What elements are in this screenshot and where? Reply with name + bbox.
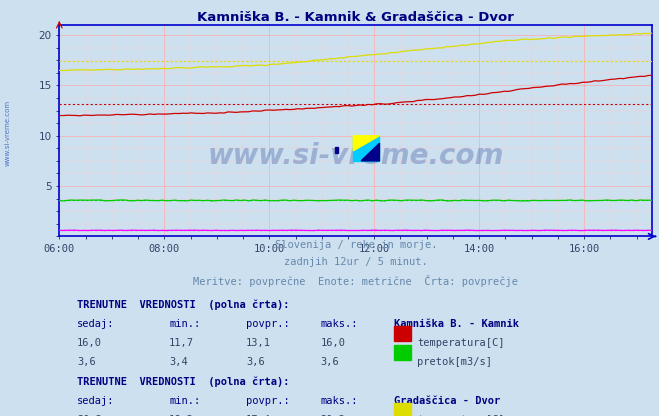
Text: povpr.:: povpr.: — [246, 396, 290, 406]
Text: povpr.:: povpr.: — [246, 319, 290, 329]
Text: 16,0: 16,0 — [77, 338, 102, 348]
Bar — [394, 403, 411, 416]
Text: Slovenija / reke in morje.: Slovenija / reke in morje. — [275, 240, 437, 250]
Text: sedaj:: sedaj: — [77, 319, 115, 329]
Text: 17,4: 17,4 — [246, 415, 271, 416]
Text: 16,2: 16,2 — [169, 415, 194, 416]
Title: Kamniška B. - Kamnik & Gradaščica - Dvor: Kamniška B. - Kamnik & Gradaščica - Dvor — [198, 11, 514, 24]
Polygon shape — [353, 136, 380, 151]
Text: www.si-vreme.com: www.si-vreme.com — [208, 142, 504, 170]
Text: 20,2: 20,2 — [77, 415, 102, 416]
Text: 11,7: 11,7 — [169, 338, 194, 348]
Text: pretok[m3/s]: pretok[m3/s] — [417, 357, 492, 367]
Text: zadnjih 12ur / 5 minut.: zadnjih 12ur / 5 minut. — [284, 258, 428, 267]
Text: 3,4: 3,4 — [169, 357, 188, 367]
Bar — [394, 345, 411, 360]
Text: sedaj:: sedaj: — [77, 396, 115, 406]
Text: TRENUTNE  VREDNOSTI  (polna črta):: TRENUTNE VREDNOSTI (polna črta): — [77, 377, 289, 387]
Text: 3,6: 3,6 — [320, 357, 339, 367]
Text: min.:: min.: — [169, 396, 200, 406]
Text: maks.:: maks.: — [320, 396, 358, 406]
Text: 3,6: 3,6 — [246, 357, 265, 367]
Text: 20,2: 20,2 — [320, 415, 345, 416]
Text: 13,1: 13,1 — [246, 338, 271, 348]
Text: maks.:: maks.: — [320, 319, 358, 329]
Text: temperatura[C]: temperatura[C] — [417, 415, 504, 416]
Text: Meritve: povprečne  Enote: metrične  Črta: povprečje: Meritve: povprečne Enote: metrične Črta:… — [193, 275, 519, 287]
Text: TRENUTNE  VREDNOSTI  (polna črta):: TRENUTNE VREDNOSTI (polna črta): — [77, 300, 289, 310]
Text: 3,6: 3,6 — [77, 357, 96, 367]
Bar — [394, 326, 411, 341]
Text: min.:: min.: — [169, 319, 200, 329]
Bar — [353, 136, 380, 161]
Polygon shape — [361, 143, 380, 161]
Text: 16,0: 16,0 — [320, 338, 345, 348]
Bar — [335, 147, 338, 153]
Text: Kamniška B. - Kamnik: Kamniška B. - Kamnik — [394, 319, 519, 329]
Text: Gradaščica - Dvor: Gradaščica - Dvor — [394, 396, 501, 406]
Text: www.si-vreme.com: www.si-vreme.com — [5, 100, 11, 166]
Text: temperatura[C]: temperatura[C] — [417, 338, 504, 348]
